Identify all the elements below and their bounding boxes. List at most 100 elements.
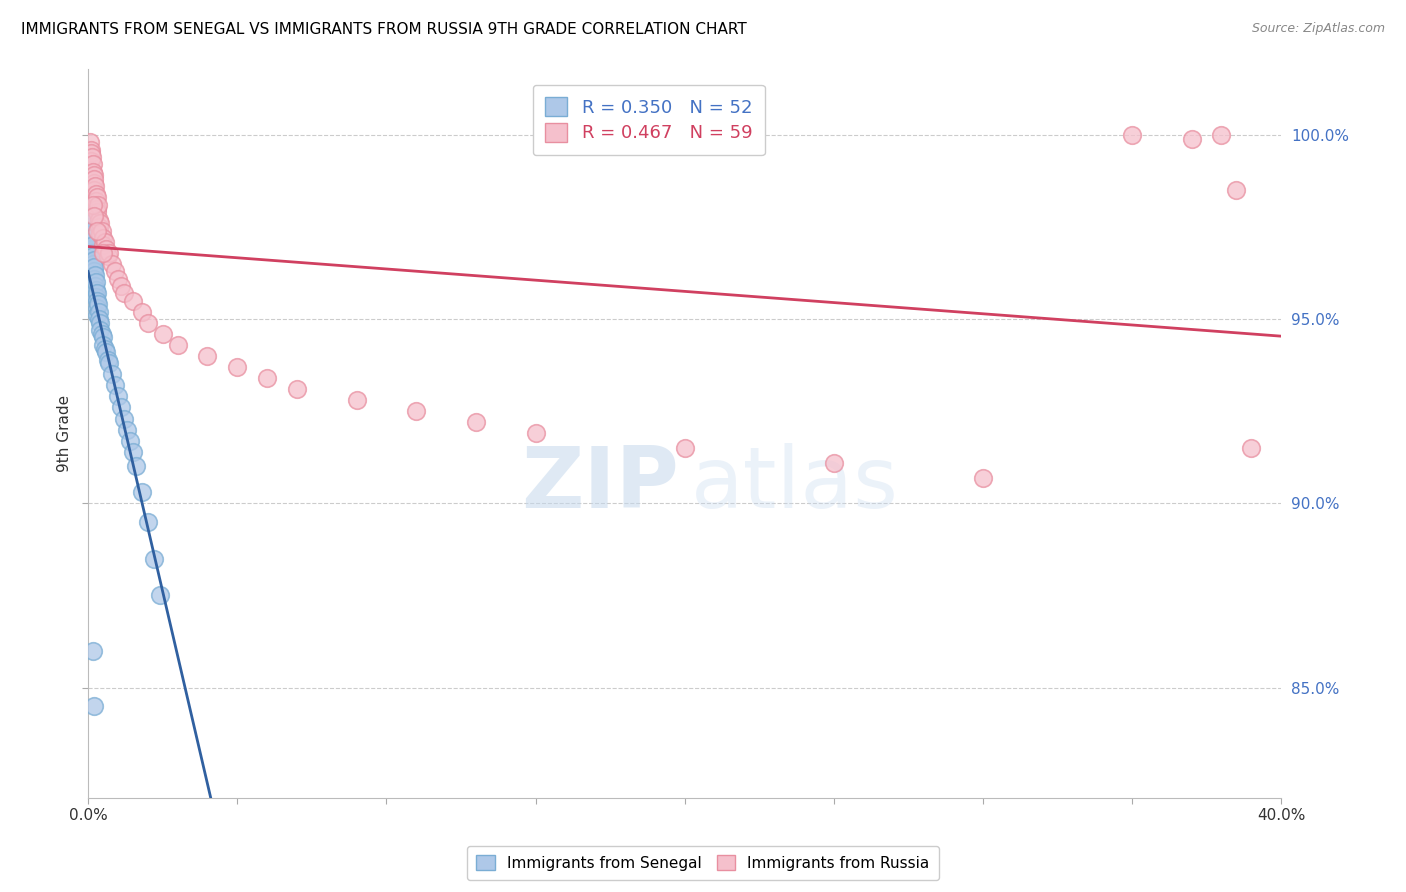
- Point: [87, 304, 110, 318]
- Point: [79, 219, 101, 234]
- Point: [131, 304, 153, 318]
- Point: [90, 326, 112, 341]
- Point: [122, 444, 145, 458]
- Point: [98, 245, 121, 260]
- Point: [86, 309, 108, 323]
- Point: [89, 216, 111, 230]
- Point: [1240, 441, 1263, 455]
- Point: [86, 286, 108, 301]
- Point: [93, 342, 115, 356]
- Point: [107, 271, 129, 285]
- Point: [83, 260, 105, 275]
- Point: [82, 249, 104, 263]
- Y-axis label: 9th Grade: 9th Grade: [58, 395, 72, 472]
- Point: [84, 194, 107, 209]
- Point: [110, 279, 132, 293]
- Point: [83, 176, 105, 190]
- Point: [96, 249, 118, 263]
- Point: [101, 257, 124, 271]
- Text: ZIP: ZIP: [520, 442, 679, 526]
- Point: [82, 198, 104, 212]
- Point: [405, 404, 427, 418]
- Point: [131, 485, 153, 500]
- Point: [83, 253, 105, 268]
- Point: [80, 235, 103, 249]
- Point: [673, 441, 696, 455]
- Point: [256, 371, 278, 385]
- Point: [83, 169, 105, 183]
- Point: [112, 286, 135, 301]
- Point: [87, 212, 110, 227]
- Point: [136, 515, 159, 529]
- Point: [136, 316, 159, 330]
- Point: [90, 224, 112, 238]
- Point: [79, 209, 101, 223]
- Point: [118, 434, 141, 448]
- Point: [107, 389, 129, 403]
- Point: [83, 271, 105, 285]
- Point: [101, 368, 124, 382]
- Point: [197, 349, 219, 363]
- Text: Source: ZipAtlas.com: Source: ZipAtlas.com: [1251, 22, 1385, 36]
- Text: atlas: atlas: [690, 442, 898, 526]
- Point: [464, 415, 486, 429]
- Point: [79, 227, 101, 242]
- Point: [80, 153, 103, 168]
- Point: [83, 264, 105, 278]
- Point: [823, 456, 845, 470]
- Point: [1181, 131, 1204, 145]
- Point: [285, 382, 308, 396]
- Point: [142, 551, 165, 566]
- Point: [149, 589, 172, 603]
- Point: [89, 227, 111, 242]
- Point: [91, 238, 114, 252]
- Point: [346, 393, 368, 408]
- Text: IMMIGRANTS FROM SENEGAL VS IMMIGRANTS FROM RUSSIA 9TH GRADE CORRELATION CHART: IMMIGRANTS FROM SENEGAL VS IMMIGRANTS FR…: [21, 22, 747, 37]
- Point: [86, 301, 108, 315]
- Point: [86, 202, 108, 216]
- Point: [87, 312, 110, 326]
- Point: [152, 326, 174, 341]
- Point: [80, 231, 103, 245]
- Point: [972, 470, 994, 484]
- Point: [91, 330, 114, 344]
- Point: [87, 219, 110, 234]
- Point: [89, 323, 111, 337]
- Point: [83, 172, 105, 186]
- Point: [83, 183, 105, 197]
- Point: [80, 245, 103, 260]
- Point: [82, 643, 104, 657]
- Point: [80, 224, 103, 238]
- Point: [86, 198, 108, 212]
- Legend: R = 0.350   N = 52, R = 0.467   N = 59: R = 0.350 N = 52, R = 0.467 N = 59: [533, 85, 765, 155]
- Point: [79, 216, 101, 230]
- Point: [96, 352, 118, 367]
- Point: [79, 135, 101, 149]
- Point: [84, 290, 107, 304]
- Point: [110, 401, 132, 415]
- Point: [1211, 128, 1233, 142]
- Point: [82, 257, 104, 271]
- Point: [89, 316, 111, 330]
- Point: [84, 283, 107, 297]
- Point: [84, 275, 107, 289]
- Point: [80, 146, 103, 161]
- Point: [122, 293, 145, 308]
- Point: [84, 186, 107, 201]
- Point: [115, 423, 138, 437]
- Point: [93, 235, 115, 249]
- Point: [86, 224, 108, 238]
- Point: [125, 459, 148, 474]
- Point: [80, 242, 103, 256]
- Point: [1121, 128, 1143, 142]
- Point: [98, 356, 121, 370]
- Point: [82, 238, 104, 252]
- Point: [80, 150, 103, 164]
- Point: [83, 179, 105, 194]
- Point: [94, 345, 117, 359]
- Point: [1225, 183, 1247, 197]
- Point: [83, 279, 105, 293]
- Point: [83, 698, 105, 713]
- Point: [104, 378, 127, 392]
- Point: [524, 426, 547, 441]
